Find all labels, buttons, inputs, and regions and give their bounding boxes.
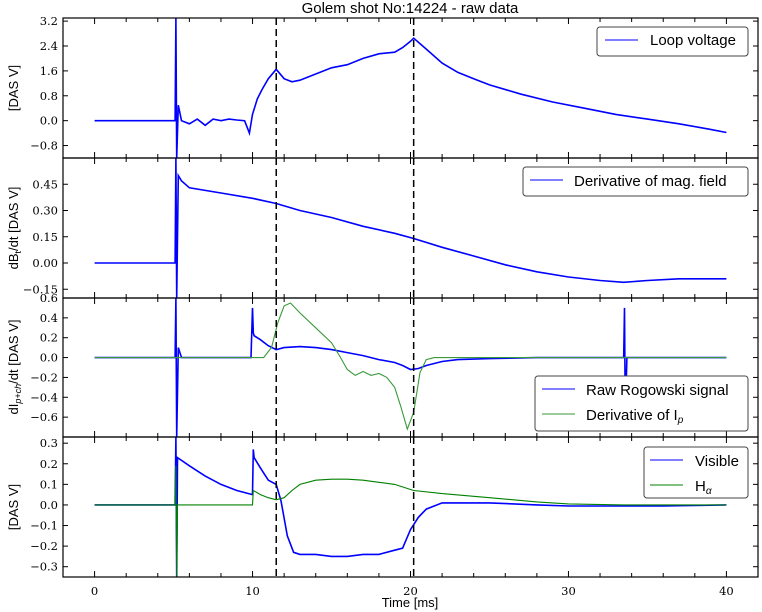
x-axis-label: Time [ms] [382,595,439,610]
y-tick-label: −0.2 [30,370,58,384]
y-tick-label: 3.2 [40,14,58,28]
y-tick-label: 0.3 [40,436,58,450]
y-axis-label: dBt/dt [DAS V] [6,187,23,270]
x-tick-label: 40 [719,584,734,598]
legend-label: Derivative of Ip [586,407,684,426]
x-tick-label: 20 [403,584,418,598]
y-tick-label: 0.15 [32,230,58,244]
legend: Visible Hα [643,446,749,499]
y-tick-label: −0.2 [30,539,58,553]
x-tick-label: 0 [91,584,98,598]
legend: Raw Rogowski signal Derivative of Ip [534,375,749,432]
y-tick-label: −0.6 [30,410,58,424]
chart-title: Golem shot No:14224 - raw data [302,0,519,17]
y-tick-label: 1.6 [40,64,58,78]
y-tick-label: 0.4 [40,311,58,325]
legend-label: Hα [695,478,712,497]
y-axis-label: dIp+ch/dt [DAS V] [6,320,23,415]
y-tick-label: 2.4 [40,39,58,53]
x-axis-tick-labels: 0 10 20 30 40 [91,584,734,598]
y-tick-label: 0.1 [40,477,58,491]
y-tick-label: 0.0 [40,498,58,512]
legend-label: Raw Rogowski signal [586,382,729,399]
y-tick-label: 0.00 [32,256,58,270]
y-tick-label: 0.2 [40,457,58,471]
y-axis-label: [DAS V] [6,484,21,530]
y-tick-label: 0.0 [40,351,58,365]
y-tick-label: 0.8 [40,89,58,103]
y-tick-label: 0.45 [32,177,58,191]
y-tick-label: −0.15 [23,282,58,296]
panel-mag-field-derivative: 0.45 0.30 0.15 0.00 −0.15 dBt/dt [DAS V] Der… [6,157,759,299]
y-tick-label: −0.1 [30,519,58,533]
legend-label: Derivative of mag. field [574,173,727,190]
panel-visible-halpha: 0.3 0.2 0.1 0.0 −0.1 −0.2 −0.3 [DAS V] Visible… [6,436,759,598]
y-tick-label: 0.6 [40,291,58,305]
series-loop-voltage [94,18,727,158]
y-axis-label: [DAS V] [6,65,21,111]
y-tick-label: 0.30 [32,204,58,218]
legend-label: Visible [695,453,739,470]
series-visible [94,437,727,577]
y-tick-label: −0.8 [30,139,58,153]
panel-loop-voltage: 3.2 2.4 1.6 0.8 0.0 −0.8 [DAS V] Loop voltage [6,14,759,159]
x-tick-label: 10 [245,584,260,598]
legend: Loop voltage [596,26,749,57]
panel-rogowski: 0.6 0.4 0.2 0.0 −0.2 −0.4 −0.6 dIp+ch/dt [DAS … [6,291,759,438]
x-tick-label: 30 [561,584,576,598]
y-tick-label: 0.0 [40,114,58,128]
legend: Derivative of mag. field [522,166,749,197]
y-tick-label: −0.3 [30,560,58,574]
series-h-alpha [94,465,727,577]
series-derivative-of-mag-field [94,158,727,298]
y-tick-label: 0.2 [40,331,58,345]
legend-label: Loop voltage [650,32,736,49]
y-tick-label: −0.4 [30,390,58,404]
